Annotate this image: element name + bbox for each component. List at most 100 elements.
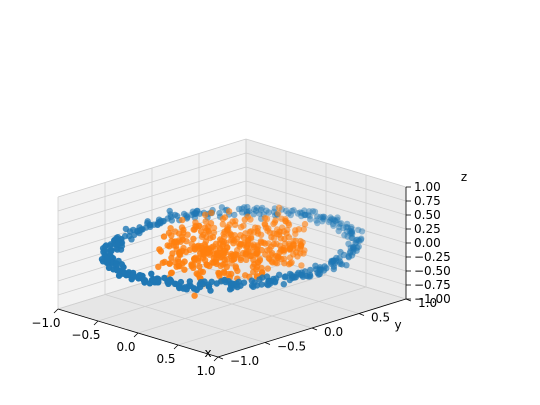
scatter-point-disk	[190, 226, 197, 233]
scatter-point-disk	[202, 238, 210, 245]
scatter-point-disk	[191, 292, 198, 299]
y-tick-mark	[217, 356, 224, 360]
scatter-point-ring	[301, 207, 308, 214]
scatter-point-disk	[221, 256, 228, 263]
x-tick-label: 0.0	[116, 340, 135, 354]
scatter-point-disk	[270, 220, 277, 228]
scatter-point-ring	[316, 270, 323, 278]
grid-line-z-back	[245, 208, 407, 258]
scatter-point-disk	[300, 226, 307, 233]
x-tick-label: −0.5	[71, 328, 100, 342]
scatter-point-disk	[264, 265, 271, 272]
scatter-point-disk	[217, 236, 224, 243]
scatter-point-disk	[176, 250, 183, 257]
scatter-point-disk	[168, 254, 175, 261]
x-tick-mark	[53, 308, 59, 314]
scatter-point-ring	[231, 211, 238, 219]
scatter-point-disk	[269, 250, 276, 257]
scatter-point-ring	[265, 209, 272, 216]
scatter-point-disk	[190, 235, 197, 242]
scatter-point-ring	[344, 233, 351, 240]
scatter-point-disk	[243, 256, 250, 263]
scatter-point-disk	[166, 260, 173, 267]
grid-line-z-side	[57, 180, 247, 240]
scatter-point-ring	[282, 273, 289, 280]
y-tick-label: 0.5	[371, 311, 390, 325]
y-tick-label: −1.0	[230, 354, 259, 368]
scatter-point-ring	[290, 207, 297, 214]
scatter-point-disk	[262, 251, 269, 258]
scatter-point-disk	[221, 214, 229, 221]
scatter-point-ring	[343, 262, 350, 269]
scatter-point-disk	[221, 228, 228, 235]
scatter-point-disk	[275, 210, 282, 217]
scatter-point-disk	[176, 230, 183, 237]
scatter-point-ring	[334, 216, 341, 223]
scatter-point-disk	[212, 240, 220, 247]
scatter-point-ring	[328, 257, 335, 265]
scatter-point-disk	[237, 256, 244, 264]
scatter-point-disk	[208, 244, 215, 251]
scatter-point-disk	[290, 241, 298, 248]
scatter-point-disk	[247, 216, 254, 223]
scatter-point-ring	[280, 281, 287, 288]
scatter-point-ring	[313, 217, 320, 224]
x-tick-label: 0.5	[156, 352, 175, 366]
scatter-point-ring	[343, 220, 351, 228]
scatter-point-ring	[348, 228, 356, 235]
scatter-points	[98, 203, 366, 299]
scatter-point-ring	[314, 219, 321, 227]
grid-line-z-back	[245, 194, 407, 244]
scatter-point-disk	[160, 233, 168, 240]
scatter-point-disk	[241, 216, 248, 223]
scatter-point-ring	[343, 228, 351, 235]
scatter-point-ring	[221, 276, 228, 284]
scatter-point-ring	[213, 280, 220, 287]
scatter-point-ring	[305, 211, 312, 218]
scatter-point-disk	[270, 240, 277, 248]
scatter-point-ring	[287, 211, 294, 219]
scatter-point-ring	[190, 285, 198, 292]
grid-line-z-back	[245, 166, 407, 216]
scatter-point-disk	[208, 209, 215, 216]
scatter-point-disk	[186, 246, 193, 254]
scatter-point-ring	[298, 212, 305, 220]
z-tick-label: 0.75	[414, 194, 441, 208]
scatter-point-disk	[245, 236, 252, 244]
scatter-point-ring	[309, 208, 316, 215]
scatter-point-ring	[285, 210, 292, 217]
scatter-point-disk	[268, 234, 275, 241]
scatter-point-ring	[328, 215, 335, 223]
scatter-point-ring	[120, 263, 127, 271]
scatter-point-disk	[179, 216, 186, 224]
scatter-point-ring	[175, 282, 183, 290]
scatter-point-ring	[117, 246, 125, 253]
scatter-point-ring	[307, 216, 314, 223]
scatter-point-disk	[278, 224, 286, 231]
scatter-point-disk	[223, 244, 231, 251]
scatter-point-disk	[196, 263, 203, 270]
scatter-point-ring	[337, 248, 344, 256]
z-tick-label: −0.50	[414, 264, 451, 278]
scatter-point-disk	[210, 254, 218, 262]
scatter-point-disk	[219, 251, 227, 259]
scatter-point-ring	[248, 277, 255, 284]
scatter-point-ring	[301, 211, 309, 219]
scatter-point-disk	[156, 246, 163, 253]
z-tick-label: 0.50	[414, 208, 441, 222]
scatter-point-disk	[262, 224, 270, 231]
scatter-point-ring	[329, 220, 337, 227]
y-tick-label: −0.5	[277, 340, 306, 354]
grid-line-z-side	[57, 208, 247, 268]
scatter-point-ring	[344, 224, 351, 231]
scatter-point-ring	[301, 211, 308, 219]
x-tick-label: 1.0	[196, 364, 215, 378]
scatter-point-disk	[301, 220, 309, 228]
scatter-point-disk	[293, 249, 300, 256]
z-tick-label: −0.75	[414, 278, 451, 292]
scatter-point-disk	[205, 223, 212, 230]
scatter-point-disk	[297, 237, 304, 245]
scatter-point-ring	[337, 220, 345, 227]
scatter-point-ring	[330, 222, 337, 229]
